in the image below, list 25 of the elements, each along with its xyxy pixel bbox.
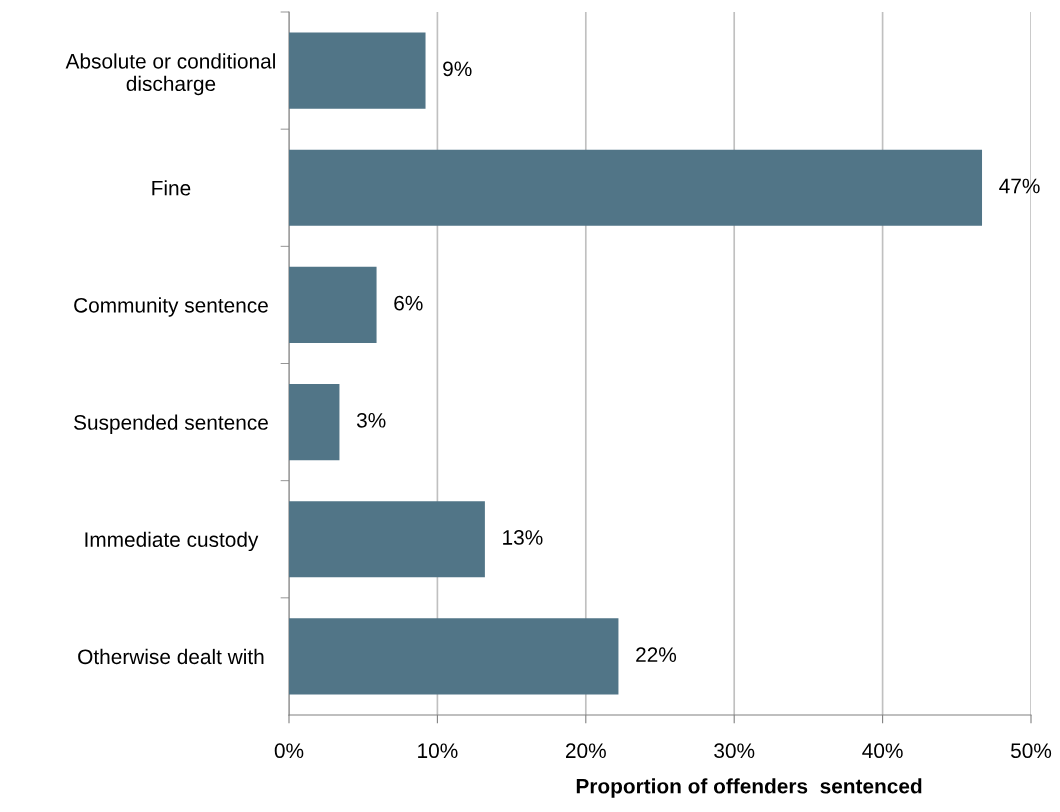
x-tick-label: 10% <box>418 743 458 759</box>
x-tick-label: 30% <box>714 743 755 759</box>
data-label: 13% <box>503 530 543 545</box>
data-label: 22% <box>636 647 677 662</box>
y-tick-label: Community sentence <box>74 297 268 317</box>
bar <box>289 501 485 578</box>
x-axis-title: Proportion of offenders sentenced <box>576 778 922 798</box>
data-label: 9% <box>443 61 472 77</box>
data-label: 47% <box>999 178 1040 194</box>
x-tick-label: 40% <box>862 743 903 759</box>
y-tick-label: Otherwise dealt with <box>78 648 264 665</box>
bar <box>289 32 426 109</box>
y-tick-label: Suspended sentence <box>74 414 268 434</box>
bar <box>289 266 377 343</box>
bar <box>289 149 983 226</box>
y-tick-label: Absolute or conditional discharge <box>65 53 275 96</box>
y-tick-label: Fine <box>152 180 191 196</box>
y-tick-label: Immediate custody <box>85 531 259 552</box>
x-tick-label: 20% <box>566 743 606 759</box>
bar <box>289 384 340 461</box>
data-label: 3% <box>356 412 386 428</box>
bar <box>289 618 619 695</box>
x-tick-label: 0% <box>274 743 304 759</box>
x-tick-label: 50% <box>1010 743 1052 759</box>
data-label: 6% <box>394 295 423 311</box>
